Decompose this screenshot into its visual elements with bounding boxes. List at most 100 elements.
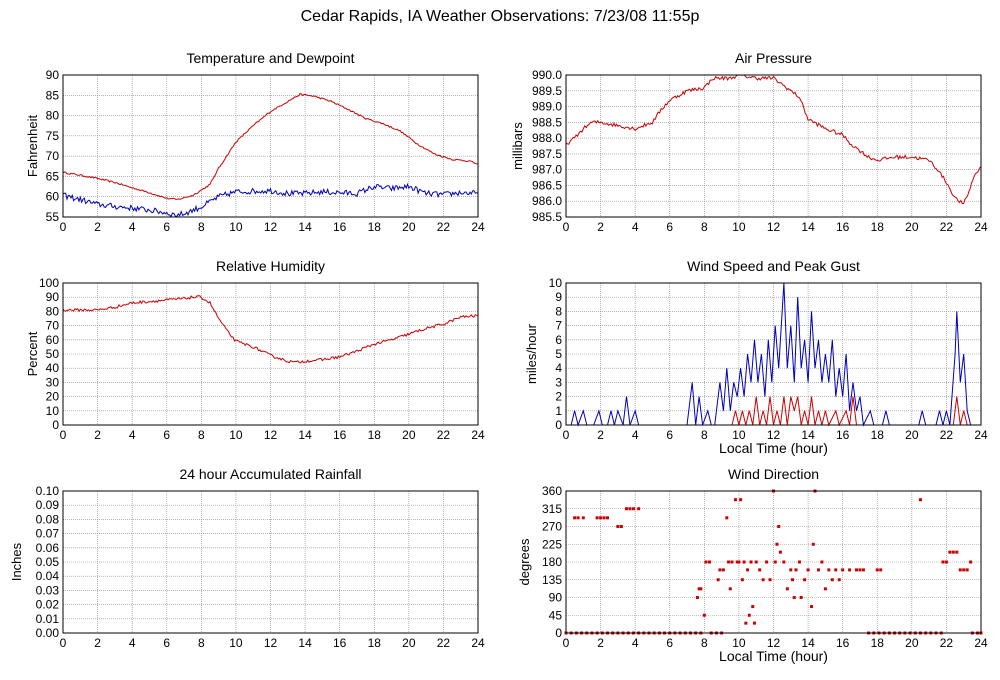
x-tick-label: 16	[836, 636, 850, 650]
data-point	[581, 516, 585, 520]
x-tick-label: 10	[732, 636, 746, 650]
x-tick-label: 10	[732, 428, 746, 442]
chart-title: Relative Humidity	[216, 258, 325, 274]
data-point	[765, 560, 769, 564]
y-tick-label: 270	[542, 520, 562, 534]
data-point	[749, 560, 753, 564]
data-point	[792, 596, 796, 599]
data-point	[837, 578, 841, 582]
x-tick-label: 2	[597, 428, 604, 442]
y-tick-label: 70	[46, 149, 60, 163]
data-point	[727, 560, 731, 564]
y-tick-label: 6	[555, 333, 562, 347]
x-tick-label: 2	[597, 636, 604, 650]
x-tick-label: 6	[163, 220, 170, 234]
x-tick-label: 18	[368, 220, 382, 234]
x-tick-label: 6	[666, 220, 673, 234]
data-point	[742, 560, 746, 564]
x-tick-label: 2	[94, 636, 101, 650]
y-axis-label: millibars	[510, 122, 525, 170]
y-tick-label: 45	[549, 608, 563, 622]
y-tick-label: 5	[555, 347, 562, 361]
y-tick-label: 0.03	[36, 583, 60, 597]
chart-title: Wind Direction	[728, 466, 819, 482]
data-point	[747, 613, 751, 617]
data-point	[637, 507, 641, 511]
y-tick-label: 20	[46, 390, 60, 404]
x-tick-label: 0	[60, 220, 67, 234]
y-tick-label: 989.0	[532, 100, 562, 114]
y-tick-label: 90	[46, 290, 60, 304]
data-point	[761, 578, 765, 582]
data-point	[619, 525, 623, 528]
data-point	[969, 560, 973, 564]
data-point	[631, 507, 635, 511]
y-tick-label: 7	[555, 319, 562, 333]
data-point	[941, 560, 945, 564]
x-tick-label: 14	[801, 636, 815, 650]
data-point	[730, 560, 734, 564]
y-tick-label: 0.00	[36, 626, 60, 640]
data-point	[773, 560, 777, 564]
y-tick-label: 0	[555, 418, 562, 432]
data-point	[758, 568, 762, 572]
x-tick-label: 24	[974, 636, 988, 650]
x-tick-label: 24	[974, 220, 988, 234]
x-tick-label: 20	[402, 636, 416, 650]
y-tick-label: 0.04	[36, 569, 60, 583]
data-point	[725, 516, 729, 520]
data-point	[721, 568, 725, 572]
y-tick-label: 985.5	[532, 210, 562, 224]
y-tick-label: 90	[46, 68, 60, 82]
x-tick-label: 0	[60, 428, 67, 442]
y-tick-label: 135	[542, 573, 562, 587]
x-tick-label: 8	[198, 636, 205, 650]
y-tick-label: 10	[46, 404, 60, 418]
y-tick-label: 0.01	[36, 612, 60, 626]
y-tick-label: 988.0	[532, 131, 562, 145]
x-tick-label: 0	[563, 428, 570, 442]
data-point	[782, 560, 786, 564]
x-tick-label: 12	[767, 428, 781, 442]
x-tick-label: 16	[333, 428, 347, 442]
x-tick-label: 22	[940, 428, 954, 442]
data-point	[718, 568, 722, 572]
x-tick-label: 18	[368, 428, 382, 442]
data-point	[918, 498, 922, 502]
x-tick-label: 4	[632, 636, 639, 650]
data-point	[785, 587, 789, 591]
plot-frame	[62, 490, 479, 634]
y-tick-label: 90	[549, 591, 563, 605]
x-tick-label: 6	[163, 428, 170, 442]
data-point	[735, 560, 739, 564]
y-tick-label: 225	[542, 537, 562, 551]
y-tick-label: 0	[555, 626, 562, 640]
x-tick-label: 8	[701, 428, 708, 442]
data-point	[799, 596, 803, 599]
data-point	[740, 578, 744, 582]
x-tick-label: 22	[437, 220, 451, 234]
y-axis-label: Percent	[25, 331, 40, 376]
x-tick-label: 0	[60, 636, 67, 650]
y-tick-label: 4	[555, 361, 562, 375]
data-point	[733, 498, 737, 502]
y-tick-label: 30	[46, 375, 60, 389]
plot-frame	[565, 282, 982, 426]
x-tick-label: 18	[871, 428, 885, 442]
y-tick-label: 0.02	[36, 598, 60, 612]
data-point	[616, 525, 620, 528]
x-tick-label: 4	[632, 428, 639, 442]
page-title: Cedar Rapids, IA Weather Observations: 7…	[300, 8, 700, 25]
y-tick-label: 0	[52, 418, 59, 432]
y-axis-label: Fahrenheit	[25, 115, 40, 178]
y-tick-label: 75	[46, 129, 60, 143]
x-tick-label: 24	[471, 636, 485, 650]
y-axis-label: miles/hour	[524, 323, 539, 384]
y-tick-label: 40	[46, 361, 60, 375]
data-point	[962, 568, 966, 572]
x-tick-label: 20	[905, 220, 919, 234]
data-point	[827, 568, 831, 572]
x-tick-label: 4	[129, 636, 136, 650]
